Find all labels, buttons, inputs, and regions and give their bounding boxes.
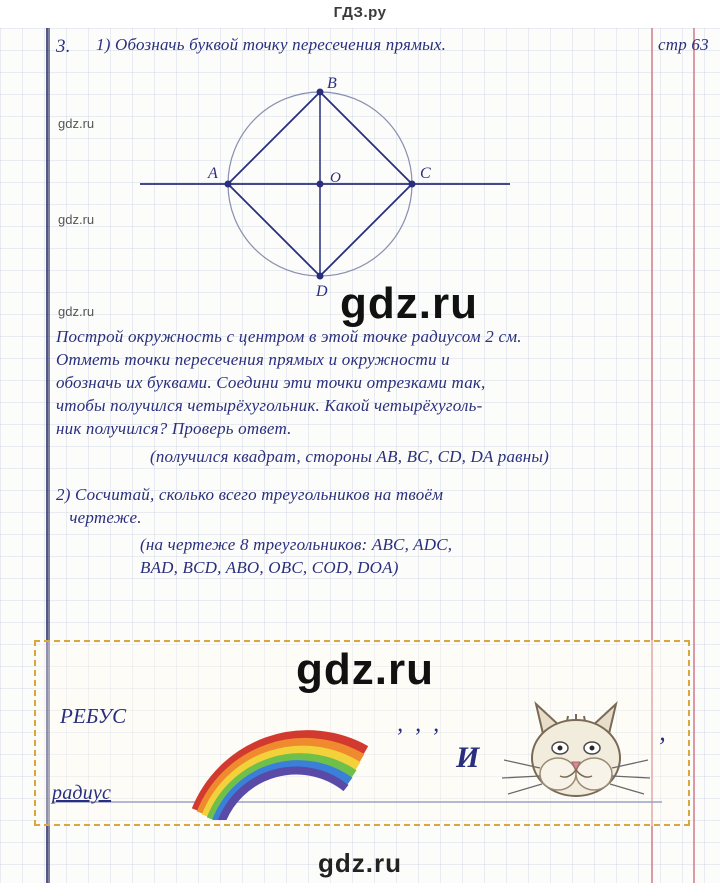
notebook-page: 3. 1) Обозначь буквой точку пересечения … <box>0 28 720 883</box>
task-part2-lead: 2) Сосчитай, сколько всего треугольников… <box>56 484 656 530</box>
label-B: B <box>327 75 337 92</box>
rebus-box: gdz.ru РЕБУС радиус ‚ ‚ ‚ И <box>34 640 690 826</box>
label-A: A <box>207 165 218 182</box>
brand-text: ГДЗ.ру <box>334 4 387 21</box>
rainbow-icon <box>186 690 376 820</box>
page-reference: стр 63 <box>658 34 709 57</box>
task-paragraph-answer: (получился квадрат, стороны AB, BC, CD, … <box>150 446 710 469</box>
watermark-small-1: gdz.ru <box>58 116 94 131</box>
brand-header: ГДЗ.ру <box>0 0 720 28</box>
rebus-answer: радиус <box>52 780 111 807</box>
label-D: D <box>315 283 328 300</box>
rebus-commas-left: ‚ ‚ ‚ <box>396 708 442 740</box>
task-paragraph: Построй окружность с центром в этой точк… <box>56 326 656 441</box>
watermark-small-2: gdz.ru <box>58 212 94 227</box>
rebus-title: РЕБУС <box>60 702 126 730</box>
watermark-footer: gdz.ru <box>0 848 720 879</box>
cat-icon <box>496 690 656 830</box>
label-C: C <box>420 165 431 182</box>
watermark-big-1: gdz.ru <box>340 274 478 333</box>
task-part1-lead: 1) Обозначь буквой точку пересечения пря… <box>96 34 446 57</box>
rebus-comma-right: ‚ <box>658 714 667 749</box>
label-O: O <box>330 170 341 186</box>
task-part2-answer: (на чертеже 8 треугольников: ABC, ADC, B… <box>140 534 680 580</box>
task-number: 3. <box>56 34 71 60</box>
watermark-small-3: gdz.ru <box>58 304 94 319</box>
rebus-conjunction: И <box>456 738 480 779</box>
watermark-big-2: gdz.ru <box>296 640 434 699</box>
